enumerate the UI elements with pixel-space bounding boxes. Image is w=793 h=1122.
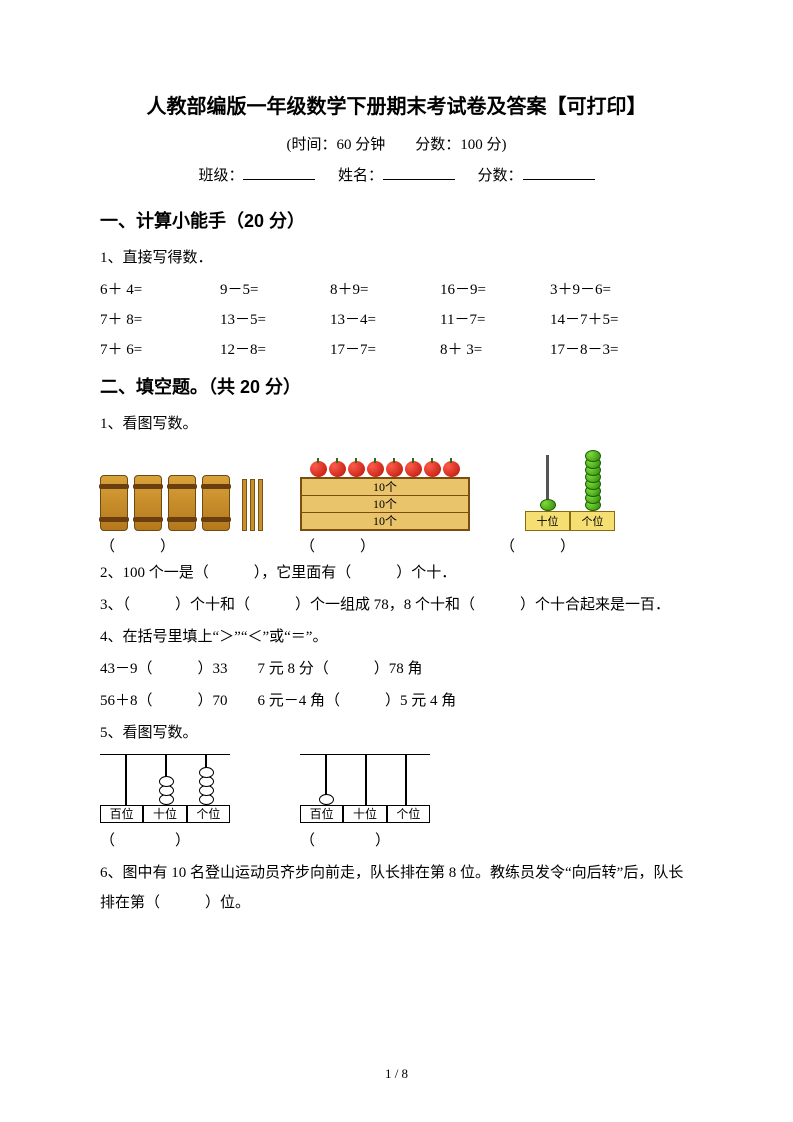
- calc-row: 7＋ 8= 13－5= 13－4= 11－7= 14－7＋5=: [100, 305, 693, 335]
- bead-icon: [159, 776, 174, 787]
- s2-q3: 3、（ ）个十和（ ）个一组成 78，8 个十和（ ）个十合起来是一百．: [100, 590, 693, 620]
- s2-q6: 6、图中有 10 名登山运动员齐步向前走，队长排在第 8 位。教练员发令“向后转…: [100, 858, 693, 918]
- apple-icon: [367, 461, 384, 477]
- name-label: 姓名：: [338, 168, 383, 184]
- tens-rod: [546, 455, 549, 511]
- bundle-icon: [134, 475, 162, 531]
- calc-cell: 17－8－3=: [550, 335, 690, 365]
- crate-label: 10个: [302, 495, 468, 512]
- bundle-icon: [202, 475, 230, 531]
- calc-cell: 17－7=: [330, 335, 440, 365]
- score-blank: [523, 165, 595, 180]
- page-footer: 1 / 8: [0, 1066, 793, 1082]
- page-title: 人教部编版一年级数学下册期末考试卷及答案【可打印】: [100, 90, 693, 119]
- calc-cell: 8＋ 3=: [440, 335, 550, 365]
- s2-q5-label: 5、看图写数。: [100, 718, 693, 748]
- abacus-base: 百位 十位 个位: [100, 805, 230, 823]
- page-subtitle: (时间：60 分钟 分数：100 分): [100, 133, 693, 154]
- stick-icon: [250, 479, 255, 531]
- sticks-figure: [100, 475, 270, 531]
- stick-icon: [242, 479, 247, 531]
- apple-icon: [443, 461, 460, 477]
- apple-crate-figure: 10个 10个 10个: [300, 461, 470, 531]
- place-label: 个位: [187, 805, 230, 823]
- calc-cell: 7＋ 8=: [100, 305, 220, 335]
- s1-q1-label: 1、直接写得数．: [100, 243, 693, 273]
- apple-icon: [424, 461, 441, 477]
- hundreds-rod: [125, 755, 127, 805]
- place-label: 百位: [100, 805, 143, 823]
- name-blank: [383, 165, 455, 180]
- blank-paren: （ ）: [500, 535, 640, 556]
- section1-head: 一、计算小能手（20 分）: [100, 207, 693, 233]
- bundle-icon: [168, 475, 196, 531]
- abacus-left: 百位 十位 个位 （ ）: [100, 754, 230, 850]
- calc-cell: 3＋9－6=: [550, 275, 690, 305]
- bundle-icon: [100, 475, 128, 531]
- exam-page: 人教部编版一年级数学下册期末考试卷及答案【可打印】 (时间：60 分钟 分数：1…: [0, 0, 793, 1122]
- ones-rod: [405, 755, 407, 805]
- bead-icon: [319, 794, 334, 805]
- bead-icon: [585, 450, 601, 462]
- s2-q2: 2、100 个一是（ ），它里面有（ ）个十．: [100, 558, 693, 588]
- q5-abacus-row: 百位 十位 个位 （ ） 百位 十位 个位: [100, 754, 693, 850]
- bead-icon: [540, 499, 556, 511]
- tens-label: 十位: [525, 511, 570, 531]
- crate-label: 10个: [302, 479, 468, 495]
- s2-q1-label: 1、看图写数。: [100, 409, 693, 439]
- place-label: 十位: [143, 805, 186, 823]
- class-blank: [243, 165, 315, 180]
- tens-rod: [365, 755, 367, 805]
- bead-icon: [199, 767, 214, 778]
- abacus-figure: 十位 个位: [500, 449, 640, 531]
- loose-sticks: [242, 479, 263, 531]
- ones-rod: [591, 455, 594, 511]
- crate-body: 10个 10个 10个: [300, 477, 470, 531]
- hundreds-rod: [325, 755, 327, 805]
- apple-icon: [329, 461, 346, 477]
- info-line: 班级： 姓名： 分数：: [100, 164, 693, 185]
- ones-rod: [205, 755, 207, 805]
- place-label: 个位: [387, 805, 430, 823]
- calc-cell: 14－7＋5=: [550, 305, 690, 335]
- q1-image-row: 10个 10个 10个: [100, 449, 693, 531]
- abacus-base: 十位 个位: [525, 511, 615, 531]
- apple-row: [300, 461, 470, 477]
- apple-icon: [310, 461, 327, 477]
- apple-icon: [405, 461, 422, 477]
- calc-cell: 16－9=: [440, 275, 550, 305]
- calc-row: 7＋ 6= 12－8= 17－7= 8＋ 3= 17－8－3=: [100, 335, 693, 365]
- tens-rod: [165, 755, 167, 805]
- crate-label: 10个: [302, 512, 468, 529]
- calc-cell: 13－5=: [220, 305, 330, 335]
- calc-cell: 8＋9=: [330, 275, 440, 305]
- calc-cell: 13－4=: [330, 305, 440, 335]
- blank-paren: （ ）: [100, 535, 270, 556]
- stick-icon: [258, 479, 263, 531]
- blank-paren: （ ）: [300, 829, 430, 850]
- class-label: 班级：: [198, 168, 243, 184]
- blank-paren: （ ）: [300, 535, 470, 556]
- q1-caption-row: （ ） （ ） （ ）: [100, 535, 693, 556]
- s2-q4a: 4、在括号里填上“＞”“＜”或“＝”。: [100, 622, 693, 652]
- apple-icon: [348, 461, 365, 477]
- calc-cell: 7＋ 6=: [100, 335, 220, 365]
- ones-label: 个位: [570, 511, 615, 531]
- calc-row: 6＋ 4= 9－5= 8＋9= 16－9= 3＋9－6=: [100, 275, 693, 305]
- s2-q4b: 43－9（ ）33 7 元 8 分（ ）78 角: [100, 654, 693, 684]
- place-label: 百位: [300, 805, 343, 823]
- blank-paren: （ ）: [100, 829, 230, 850]
- abacus-right: 百位 十位 个位 （ ）: [300, 754, 430, 850]
- score-label: 分数：: [478, 168, 523, 184]
- calc-cell: 6＋ 4=: [100, 275, 220, 305]
- apple-icon: [386, 461, 403, 477]
- calc-cell: 9－5=: [220, 275, 330, 305]
- calc-cell: 11－7=: [440, 305, 550, 335]
- abacus-base: 百位 十位 个位: [300, 805, 430, 823]
- section2-head: 二、填空题。（共 20 分）: [100, 373, 693, 399]
- s2-q4c: 56＋8（ ）70 6 元－4 角（ ）5 元 4 角: [100, 686, 693, 716]
- calc-cell: 12－8=: [220, 335, 330, 365]
- place-label: 十位: [343, 805, 386, 823]
